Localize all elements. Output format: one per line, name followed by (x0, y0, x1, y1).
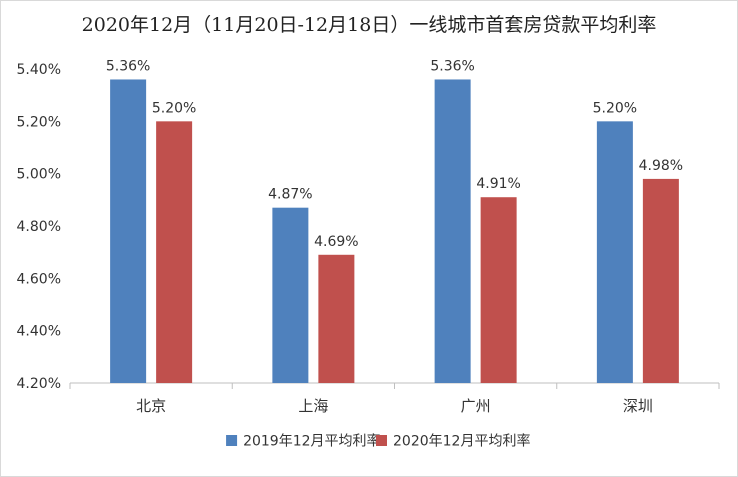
bar-series-2 (318, 254, 355, 383)
data-label: 5.20% (593, 100, 637, 116)
x-tick-label: 广州 (461, 397, 491, 415)
bar-series-1 (110, 79, 147, 383)
y-tick-label: 4.60% (17, 271, 61, 287)
x-tick-label: 深圳 (623, 397, 653, 415)
y-tick-label: 5.00% (17, 167, 61, 183)
legend-swatch (376, 435, 387, 446)
data-label: 4.91% (476, 176, 520, 192)
data-label: 5.36% (430, 58, 474, 74)
x-tick-label: 北京 (136, 397, 166, 415)
y-tick-label: 4.40% (17, 324, 61, 340)
x-tick-label: 上海 (298, 397, 328, 415)
data-label: 5.20% (152, 100, 196, 116)
chart-title: 2020年12月（11月20日-12月18日）一线城市首套房贷款平均利率 (81, 14, 657, 36)
data-label: 5.36% (106, 58, 150, 74)
y-tick-label: 5.20% (17, 114, 61, 130)
y-tick-label: 4.20% (17, 376, 61, 392)
legend-swatch (226, 435, 238, 446)
legend-label: 2020年12月平均利率 (393, 433, 530, 450)
bar-series-2 (642, 178, 679, 383)
legend-label: 2019年12月平均利率 (243, 433, 380, 450)
data-label: 4.69% (314, 234, 358, 250)
bar-series-2 (480, 197, 517, 383)
bar-series-1 (596, 121, 633, 383)
data-label: 4.98% (639, 158, 683, 174)
bar-series-1 (272, 207, 309, 383)
bar-series-1 (434, 79, 471, 383)
y-tick-label: 4.80% (17, 219, 61, 235)
y-tick-label: 5.40% (17, 62, 61, 78)
data-label: 4.87% (268, 187, 312, 203)
bar-series-2 (156, 121, 193, 383)
